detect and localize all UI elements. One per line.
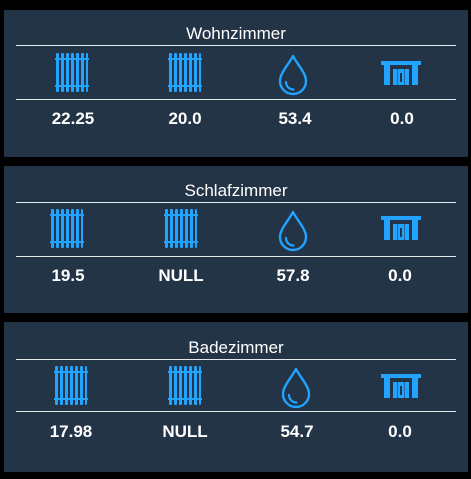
value-radiator-2: NULL	[158, 266, 204, 285]
room-card-badezimmer: Badezimmer 17.98 NULL 54.7 0.0	[4, 322, 468, 472]
radiator-icon	[168, 52, 202, 94]
room-title: Wohnzimmer	[186, 24, 286, 43]
value-humidity: 57.8	[276, 266, 310, 285]
divider	[16, 256, 456, 257]
value-humidity: 54.7	[280, 422, 314, 441]
window-icon	[381, 374, 421, 400]
water-drop-icon	[280, 367, 312, 409]
divider	[16, 202, 456, 203]
divider	[16, 45, 456, 46]
divider	[16, 411, 456, 412]
radiator-icon	[164, 208, 198, 250]
divider	[16, 359, 456, 360]
radiator-icon	[55, 52, 89, 94]
radiator-icon	[54, 365, 88, 407]
water-drop-icon	[277, 210, 309, 252]
value-window: 0.0	[390, 109, 414, 128]
water-drop-icon	[277, 54, 309, 96]
radiator-icon	[168, 365, 202, 407]
value-radiator-2: 20.0	[168, 109, 202, 128]
room-title: Schlafzimmer	[184, 181, 288, 200]
divider	[16, 99, 456, 100]
room-card-schlafzimmer: Schlafzimmer 19.5 NULL 57.8 0.0	[4, 166, 468, 313]
value-radiator-1: 19.5	[51, 266, 85, 285]
value-radiator-2: NULL	[162, 422, 208, 441]
room-title: Badezimmer	[188, 338, 284, 357]
value-window: 0.0	[388, 266, 412, 285]
value-humidity: 53.4	[278, 109, 312, 128]
window-icon	[381, 61, 421, 87]
radiator-icon	[50, 208, 84, 250]
value-window: 0.0	[388, 422, 412, 441]
window-icon	[381, 216, 421, 242]
value-radiator-1: 17.98	[49, 422, 93, 441]
room-card-wohnzimmer: Wohnzimmer 22.25 20.0 53.4 0.0	[4, 10, 468, 157]
value-radiator-1: 22.25	[51, 109, 95, 128]
